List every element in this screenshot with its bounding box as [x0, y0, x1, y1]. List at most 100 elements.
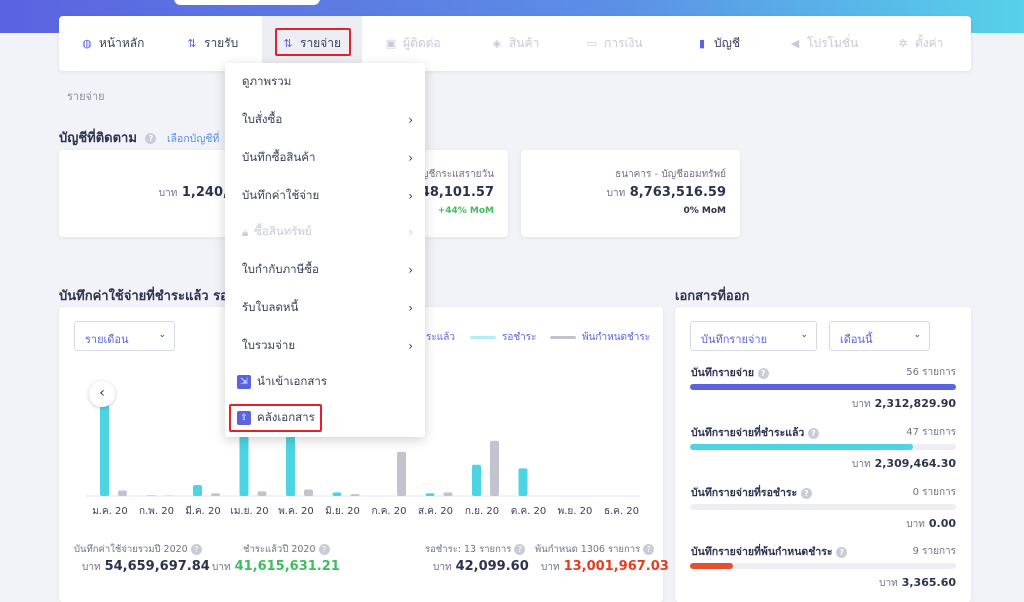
- x-tick-label: พ.ค. 20: [278, 506, 314, 517]
- help-icon[interactable]: ?: [514, 544, 526, 555]
- overdue-value: บาท 13,001,967.03: [541, 559, 669, 575]
- doc-row-count: 9 รายการ: [912, 546, 956, 557]
- account-name: ญชีกระแสรายวัน: [420, 169, 494, 180]
- x-tick-label: ต.ค. 20: [511, 506, 546, 517]
- paid-year-label-text: ชำระแล้วปี 2020: [243, 544, 316, 555]
- help-icon[interactable]: ?: [836, 546, 848, 558]
- chart-bar[interactable]: [193, 484, 202, 496]
- account-mom: 0% MoM: [683, 206, 726, 216]
- menu-item-expense-record[interactable]: บันทึกค่าใช้จ่าย ›: [242, 187, 415, 205]
- chart-bar[interactable]: [257, 491, 267, 496]
- nav-expense[interactable]: ⇅ รายจ่าย: [262, 16, 362, 71]
- x-tick-label: มิ.ย. 20: [325, 506, 360, 517]
- help-icon[interactable]: ?: [145, 133, 157, 144]
- menu-item-label: ดูภาพรวม: [242, 74, 292, 88]
- chevron-right-icon: ›: [408, 225, 413, 239]
- legend-swatch: [470, 336, 496, 339]
- menu-item-purchase-record[interactable]: บันทึกซื้อสินค้า ›: [242, 149, 415, 167]
- pending-label-text: รอชำระ: 13 รายการ: [425, 544, 512, 555]
- chart-bar[interactable]: [332, 492, 342, 496]
- doc-row-count: 47 รายการ: [906, 427, 956, 438]
- legend-item[interactable]: ระแล้ว: [426, 330, 455, 345]
- chevron-right-icon: ›: [408, 113, 413, 127]
- help-icon[interactable]: ?: [190, 544, 202, 555]
- help-icon[interactable]: ?: [643, 544, 655, 555]
- legend-label: ระแล้ว: [426, 332, 455, 343]
- doc-row-label: บันทึกรายจ่ายที่ชำระแล้ว: [691, 427, 805, 439]
- menu-item-credit-note[interactable]: รับใบลดหนี้ ›: [242, 299, 415, 317]
- expense-icon: ⇅: [283, 37, 293, 50]
- chart-bar[interactable]: [472, 464, 481, 496]
- doc-period-select[interactable]: เดือนนี้ ⌄: [829, 321, 930, 351]
- menu-item-purchase-order[interactable]: ใบสั่งซื้อ ›: [242, 111, 415, 129]
- menu-item-document-archive[interactable]: ⇧ คลังเอกสาร: [237, 409, 415, 427]
- chart-bar[interactable]: [518, 468, 528, 496]
- doc-amount-value: 2,309,464.30: [874, 457, 956, 470]
- doc-amount-value: 3,365.60: [901, 576, 956, 589]
- chart-bar[interactable]: [211, 493, 220, 496]
- doc-row-amount: บาท 3,365.60: [879, 576, 956, 591]
- menu-item-buy-asset[interactable]: 🔒︎ ซื้อสินทรัพย์ ›: [242, 223, 415, 241]
- nav-promotion[interactable]: ◀ โปรโมชั่น: [789, 16, 858, 71]
- doc-progress-bar: [690, 563, 956, 569]
- lock-icon: 🔒︎: [242, 224, 249, 239]
- menu-item-label: นำเข้าเอกสาร: [257, 374, 328, 388]
- x-tick-label: เม.ย. 20: [230, 506, 268, 517]
- chart-prev-button[interactable]: ‹: [89, 381, 115, 407]
- currency-label: บาท: [852, 399, 871, 410]
- menu-item-label: บันทึกค่าใช้จ่าย: [242, 188, 320, 202]
- nav-contacts[interactable]: ▣ ผู้ติดต่อ: [385, 16, 441, 71]
- doc-period-select-value: เดือนนี้: [840, 333, 873, 346]
- help-icon[interactable]: ?: [318, 544, 330, 555]
- period-select[interactable]: รายเดือน ⌄: [74, 321, 175, 351]
- help-icon[interactable]: ?: [808, 427, 819, 439]
- nav-products[interactable]: ◈ สินค้า: [491, 16, 540, 71]
- total-year-label-text: บันทึกค่าใช้จ่ายรวมปี 2020: [74, 544, 188, 555]
- chart-bar[interactable]: [490, 440, 499, 496]
- income-icon: ⇅: [187, 37, 197, 50]
- nav-finance-label: การเงิน: [604, 36, 643, 50]
- doc-row-count: 56 รายการ: [906, 367, 956, 378]
- help-icon[interactable]: ?: [800, 487, 812, 499]
- chevron-down-icon: ⌄: [913, 330, 921, 340]
- menu-item-combined-payment[interactable]: ใบรวมจ่าย ›: [242, 337, 415, 355]
- chart-bar[interactable]: [443, 492, 453, 496]
- box-icon: ◈: [492, 37, 502, 50]
- chart-bar[interactable]: [304, 489, 313, 496]
- help-icon[interactable]: ?: [757, 367, 769, 379]
- chart-bar[interactable]: [350, 494, 360, 496]
- total-year-amount: 54,659,697.84: [104, 559, 210, 574]
- doc-type-select[interactable]: บันทึกรายจ่าย ⌄: [690, 321, 817, 351]
- account-card[interactable]: บาท 1,240,8 -6: [59, 150, 239, 237]
- account-balance: บาท 1,240,8: [159, 185, 237, 201]
- legend-item[interactable]: พ้นกำหนดชำระ: [550, 330, 650, 345]
- x-tick-label: ส.ค. 20: [418, 506, 453, 517]
- chart-bar[interactable]: [425, 493, 435, 496]
- x-tick-label: พ.ย. 20: [558, 506, 593, 517]
- doc-row-amount: บาท 2,309,464.30: [852, 457, 956, 472]
- account-card[interactable]: ธนาคาร - บัญชีออมทรัพย์ บาท 8,763,516.59…: [521, 150, 740, 237]
- nav-finance[interactable]: ▭ การเงิน: [586, 16, 643, 71]
- menu-item-label: รับใบลดหนี้: [242, 300, 299, 314]
- nav-accounting[interactable]: ▮ บัญชี: [696, 16, 740, 71]
- nav-settings-label: ตั้งค่า: [915, 36, 944, 50]
- menu-item-label: ใบสั่งซื้อ: [242, 112, 283, 126]
- nav-dashboard[interactable]: ◍ หน้าหลัก: [81, 16, 144, 71]
- select-account-link[interactable]: เลือกบัญชีที่: [166, 133, 220, 145]
- nav-income[interactable]: ⇅ รายรับ: [186, 16, 238, 71]
- doc-progress-fill: [690, 384, 956, 390]
- menu-item-overview[interactable]: ดูภาพรวม: [242, 73, 415, 91]
- menu-item-purchase-tax-invoice[interactable]: ใบกำกับภาษีซื้อ ›: [242, 261, 415, 279]
- account-name: ธนาคาร - บัญชีออมทรัพย์: [615, 169, 726, 180]
- chart-bar[interactable]: [100, 404, 109, 496]
- chart-bar[interactable]: [118, 490, 127, 496]
- logo[interactable]: [174, 0, 320, 5]
- account-card[interactable]: ญชีกระแสรายวัน 348,101.57 +44% MoM: [410, 150, 508, 237]
- pending-amount: 42,099.60: [455, 559, 529, 574]
- menu-item-import-documents[interactable]: ⇲ นำเข้าเอกสาร: [237, 373, 415, 391]
- chart-section-title: บันทึกค่าใช้จ่ายที่ชำระแล้ว รอชำ: [59, 289, 245, 304]
- legend-item[interactable]: รอชำระ: [470, 330, 537, 345]
- chart-bar[interactable]: [397, 451, 406, 496]
- nav-settings[interactable]: ✲ ตั้งค่า: [897, 16, 943, 71]
- tracked-accounts-title-text: บัญชีที่ติดตาม: [59, 131, 137, 146]
